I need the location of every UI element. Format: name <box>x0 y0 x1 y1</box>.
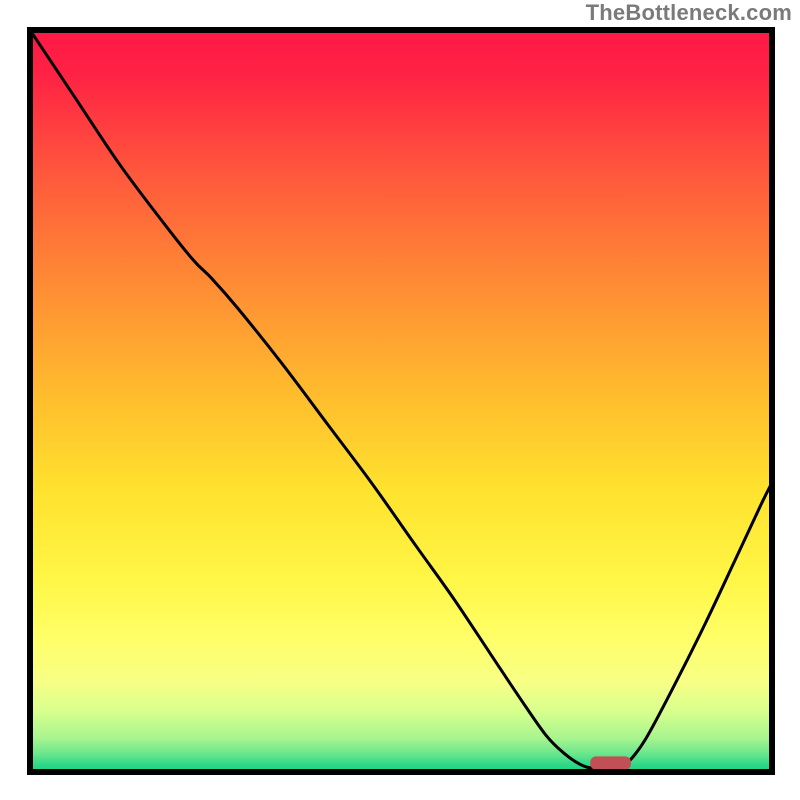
chart-container: TheBottleneck.com <box>0 0 800 800</box>
watermark-text: TheBottleneck.com <box>586 0 792 26</box>
optimum-marker <box>590 756 631 769</box>
gradient-background <box>30 30 772 772</box>
bottleneck-chart <box>0 0 800 800</box>
